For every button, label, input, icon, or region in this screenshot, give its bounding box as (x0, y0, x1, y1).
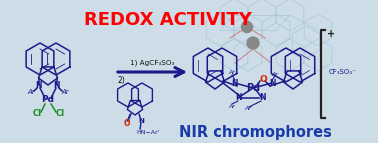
Text: CF₃SO₃⁻: CF₃SO₃⁻ (329, 69, 357, 75)
Text: Cl: Cl (33, 110, 42, 119)
Text: REDOX ACTIVITY: REDOX ACTIVITY (84, 11, 252, 29)
Text: N: N (259, 94, 265, 103)
Text: N: N (138, 118, 144, 124)
Text: Pd: Pd (42, 96, 54, 105)
Circle shape (242, 21, 253, 32)
Text: 2): 2) (118, 76, 126, 85)
Text: Ar: Ar (27, 89, 35, 95)
Text: 1) AgCF₃SO₃: 1) AgCF₃SO₃ (130, 60, 174, 66)
Circle shape (247, 37, 259, 49)
Text: N: N (54, 81, 60, 90)
Text: Ar: Ar (229, 105, 235, 110)
Text: NIR chromophores: NIR chromophores (178, 126, 332, 141)
Text: Pd: Pd (246, 83, 260, 93)
Text: N: N (36, 81, 42, 90)
Text: Cl: Cl (56, 110, 65, 119)
Text: N: N (235, 94, 241, 103)
Text: N: N (232, 79, 238, 88)
Text: HN−Ar': HN−Ar' (136, 131, 160, 136)
Text: N: N (269, 79, 275, 88)
Text: Ar: Ar (61, 89, 69, 95)
Text: Ar: Ar (271, 72, 279, 77)
Text: O: O (124, 119, 130, 128)
Text: Ar: Ar (229, 70, 235, 76)
Text: +: + (327, 29, 335, 39)
Text: O: O (259, 75, 267, 84)
Text: Ar': Ar' (245, 107, 253, 112)
